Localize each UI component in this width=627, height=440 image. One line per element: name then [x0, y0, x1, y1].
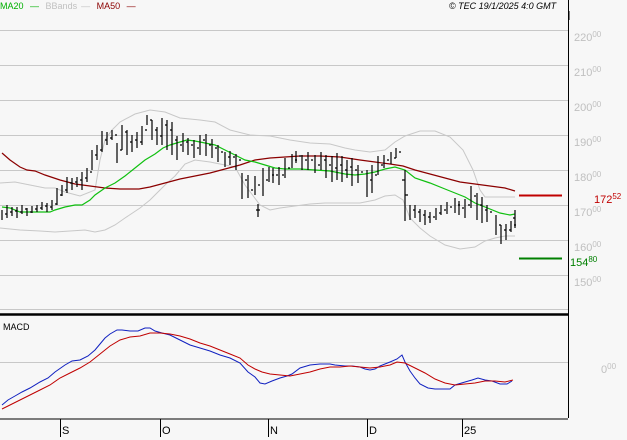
- price-label-dec: 00: [592, 240, 602, 249]
- legend-ma50: MA50 —: [96, 1, 136, 11]
- price-gridlines: [0, 30, 568, 310]
- resistance-int: 172: [594, 194, 613, 206]
- chart-legend: MA20 — BBands — MA50 —: [0, 0, 140, 12]
- resistance-dec: 52: [612, 192, 622, 201]
- price-label-int: 200: [574, 102, 593, 114]
- x-axis-label-oct: O: [162, 425, 171, 437]
- legend-bbands: BBands —: [45, 1, 91, 11]
- macd-zero-int: 0: [601, 364, 608, 376]
- price-label-int: 150: [574, 277, 593, 289]
- x-axis-label-dec: D: [369, 425, 377, 437]
- macd-line: [1, 327, 513, 406]
- price-label-int: 160: [574, 242, 593, 254]
- legend-ma20: MA20 —: [0, 1, 40, 11]
- copyright-timestamp: © TEC 19/1/2025 4:0 GMT: [449, 1, 557, 11]
- x-axis-ticks: [60, 419, 463, 437]
- legend-ma50-label: MA50: [96, 1, 121, 11]
- bollinger-bands: [0, 109, 515, 250]
- support-int: 154: [570, 257, 589, 269]
- macd-zero-dec: 00: [607, 362, 617, 371]
- macd-panel: [0, 327, 568, 420]
- macd-title: MACD: [3, 322, 30, 332]
- price-label-dec: 00: [592, 30, 602, 39]
- price-label-dec: 00: [592, 135, 602, 144]
- support-dec: 80: [588, 255, 598, 264]
- price-axis-label: 20000: [574, 99, 601, 114]
- price-axis-label: 18000: [574, 169, 601, 184]
- price-label-dec: 00: [592, 275, 602, 284]
- macd-signal-line: [1, 332, 514, 410]
- price-label-int: 180: [574, 172, 593, 184]
- legend-bbands-label: BBands: [45, 1, 78, 11]
- resistance-level-label: 17252: [594, 191, 621, 206]
- price-axis-label: 19000: [574, 134, 601, 149]
- price-axis-label: 21000: [574, 64, 601, 79]
- price-label-dec: 00: [592, 65, 602, 74]
- macd-zero-label: 000: [601, 361, 616, 376]
- price-label-int: 210: [574, 67, 593, 79]
- price-bars: [1, 115, 516, 244]
- price-axis-label: 17000: [574, 204, 601, 219]
- price-label-int: 170: [574, 207, 593, 219]
- price-label-dec: 00: [592, 170, 602, 179]
- price-axis-label: 15000: [574, 274, 601, 289]
- x-axis-label-2025: 25: [464, 425, 477, 437]
- price-label-dec: 00: [592, 100, 602, 109]
- price-label-dec: 00: [592, 205, 602, 214]
- x-axis-label-sep: S: [62, 425, 70, 437]
- price-label-int: 190: [574, 137, 593, 149]
- legend-ma20-label: MA20: [0, 1, 24, 11]
- ma50-line: [1, 152, 516, 192]
- price-axis-label: 22000: [574, 29, 601, 44]
- x-axis-label-nov: N: [270, 425, 278, 437]
- price-axis-label: 16000: [574, 239, 601, 254]
- support-level-label: 15480: [570, 254, 597, 269]
- price-label-int: 220: [574, 32, 593, 44]
